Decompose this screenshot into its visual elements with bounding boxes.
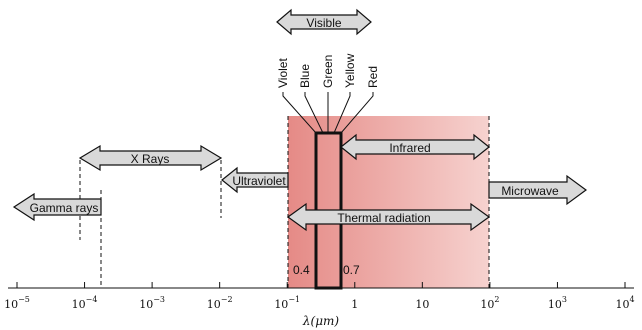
visible-arrow [276, 8, 372, 36]
visible-low-bound: 0.4 [293, 263, 310, 277]
uv-arrow [221, 166, 289, 194]
gamma-label: Gamma rays [30, 201, 99, 215]
axis-tick-label: 10−5 [4, 295, 30, 311]
axis-tick-label: 10−4 [72, 295, 98, 311]
axis-title: λ(μm) [302, 314, 339, 328]
color-label-violet: Violet [276, 58, 290, 88]
microwave-label: Microwave [501, 184, 559, 198]
color-label-green: Green [321, 55, 335, 88]
color-label-yellow: Yellow [343, 53, 357, 88]
color-label-red: Red [366, 66, 380, 88]
axis-tick-label: 10−3 [139, 295, 165, 311]
xray-arrow [78, 144, 223, 172]
axis-tick-label: 1 [351, 298, 358, 311]
axis-tick-label: 103 [548, 295, 567, 311]
color-label-blue: Blue [298, 64, 312, 88]
axis-tick-label: 102 [480, 295, 499, 311]
infrared-arrow [340, 133, 490, 161]
axis-ticks: 10−5 10−4 10−3 10−2 10−1 1 10 102 103 104 [4, 282, 635, 311]
xray-label: X Rays [131, 152, 170, 166]
infrared-label: Infrared [389, 141, 430, 155]
axis-tick-label: 10 [415, 298, 429, 311]
axis-tick-label: 104 [615, 295, 634, 311]
microwave-arrow [488, 174, 588, 206]
color-leader-lines [282, 92, 374, 134]
thermal-label: Thermal radiation [337, 211, 430, 225]
gamma-arrow [12, 192, 102, 222]
axis-tick-label: 10−1 [274, 295, 300, 311]
color-labels: Violet Blue Green Yellow Red [276, 53, 380, 88]
thermal-arrow [286, 202, 491, 232]
uv-label: Ultraviolet [232, 174, 286, 188]
axis-tick-label: 10−2 [207, 295, 233, 311]
visible-label: Visible [306, 16, 341, 30]
visible-high-bound: 0.7 [343, 263, 360, 277]
